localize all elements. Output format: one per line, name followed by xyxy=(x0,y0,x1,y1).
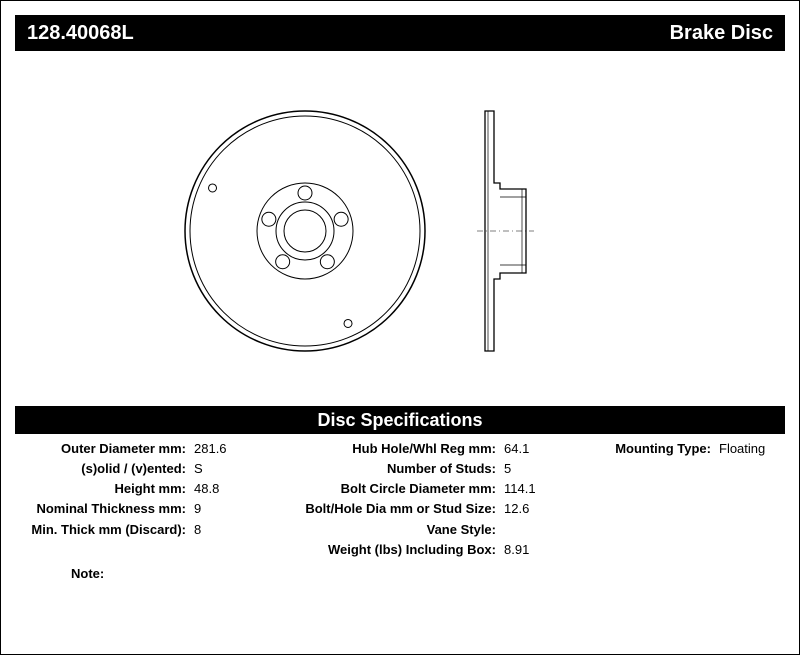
spec-value xyxy=(500,520,504,540)
spec-label: (s)olid / (v)ented: xyxy=(15,459,190,479)
spec-value: 8 xyxy=(190,520,201,540)
spec-value: 48.8 xyxy=(190,479,219,499)
spec-label: Outer Diameter mm: xyxy=(15,439,190,459)
spec-label: Weight (lbs) Including Box: xyxy=(285,540,500,560)
spec-value: 9 xyxy=(190,499,201,519)
spec-row: Number of Studs:5 xyxy=(285,459,585,479)
spec-label: Min. Thick mm (Discard): xyxy=(15,520,190,540)
spec-label: Hub Hole/Whl Reg mm: xyxy=(285,439,500,459)
spec-row: Height mm:48.8 xyxy=(15,479,285,499)
spec-row: Bolt/Hole Dia mm or Stud Size:12.6 xyxy=(285,499,585,519)
spec-row: Nominal Thickness mm:9 xyxy=(15,499,285,519)
spec-value: 114.1 xyxy=(500,479,536,499)
spec-label: Vane Style: xyxy=(285,520,500,540)
spec-value: 12.6 xyxy=(500,499,529,519)
spec-row: Weight (lbs) Including Box:8.91 xyxy=(285,540,585,560)
spec-value: 8.91 xyxy=(500,540,529,560)
spec-row: Outer Diameter mm:281.6 xyxy=(15,439,285,459)
spec-value: S xyxy=(190,459,203,479)
spec-sheet: 128.40068L Brake Disc Disc Specification… xyxy=(0,0,800,655)
spec-row: Mounting Type:Floating xyxy=(585,439,785,459)
spec-grid: Outer Diameter mm:281.6(s)olid / (v)ente… xyxy=(15,439,785,560)
spec-column-1: Outer Diameter mm:281.6(s)olid / (v)ente… xyxy=(15,439,285,560)
note-label: Note: xyxy=(71,566,104,581)
spec-value: 5 xyxy=(500,459,511,479)
part-number: 128.40068L xyxy=(27,22,134,45)
spec-label: Bolt/Hole Dia mm or Stud Size: xyxy=(285,499,500,519)
header-bar: 128.40068L Brake Disc xyxy=(15,15,785,51)
spec-row: Bolt Circle Diameter mm:114.1 xyxy=(285,479,585,499)
spec-value: 281.6 xyxy=(190,439,227,459)
spec-column-3: Mounting Type:Floating xyxy=(585,439,785,560)
spec-label: Bolt Circle Diameter mm: xyxy=(285,479,500,499)
spec-column-2: Hub Hole/Whl Reg mm:64.1Number of Studs:… xyxy=(285,439,585,560)
spec-row: Min. Thick mm (Discard):8 xyxy=(15,520,285,540)
spec-title-bar: Disc Specifications xyxy=(15,406,785,434)
spec-label: Height mm: xyxy=(15,479,190,499)
spec-row: (s)olid / (v)ented:S xyxy=(15,459,285,479)
spec-row: Vane Style: xyxy=(285,520,585,540)
spec-label: Number of Studs: xyxy=(285,459,500,479)
spec-label: Nominal Thickness mm: xyxy=(15,499,190,519)
spec-row: Hub Hole/Whl Reg mm:64.1 xyxy=(285,439,585,459)
spec-value: Floating xyxy=(715,439,765,459)
spec-value: 64.1 xyxy=(500,439,529,459)
diagram-area xyxy=(15,71,785,391)
brake-disc-diagram xyxy=(15,71,787,391)
spec-title: Disc Specifications xyxy=(317,410,482,431)
product-type: Brake Disc xyxy=(670,22,773,45)
spec-label: Mounting Type: xyxy=(585,439,715,459)
